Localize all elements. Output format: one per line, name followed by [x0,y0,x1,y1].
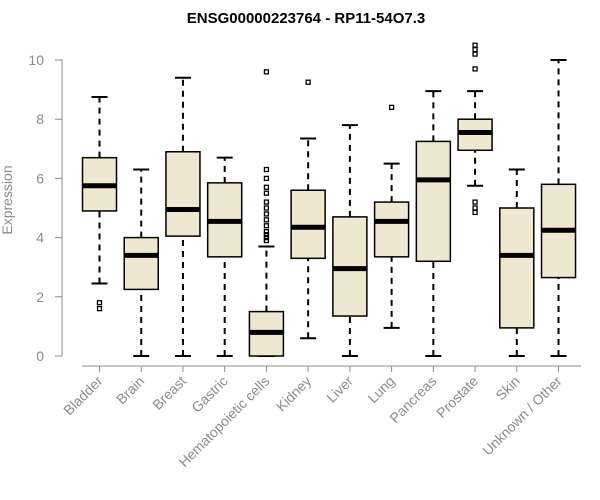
outlier-point [388,104,395,111]
box-iqr [499,207,535,329]
box-group [332,124,368,357]
chart-title: ENSG00000223764 - RP11-54O7.3 [187,10,426,27]
box-iqr [165,151,201,237]
y-tick-label: 6 [36,170,44,186]
box-group [81,96,118,312]
box-iqr [373,201,410,258]
y-tick-label: 4 [36,230,44,246]
outlier-point [263,229,270,235]
box-group [248,69,285,357]
x-tick-label: Brain [113,373,147,407]
outlier-point [472,205,478,211]
outlier-point [263,199,270,205]
outlier-point [472,209,478,216]
outlier-point [472,46,478,53]
outlier-point [305,79,311,85]
outlier-point [263,231,270,238]
box-series [81,42,577,357]
outlier-point [263,205,270,211]
x-tick-label: Breast [149,373,189,413]
box-group [415,90,452,357]
x-tick-label: Prostate [433,373,481,421]
y-tick-label: 10 [28,52,44,68]
x-tick-label: Lung [364,373,397,406]
x-tick-label: Unknown / Other [479,373,565,459]
y-tick-label: 0 [36,348,44,364]
outlier-point [96,300,103,306]
outlier-point [263,217,270,223]
outlier-point [472,66,478,72]
y-axis-label: Expression [0,165,15,234]
box-iqr [415,140,452,263]
outlier-point [263,69,270,75]
outlier-point [472,42,478,48]
outlier-point [263,234,270,241]
outlier-point [263,190,270,196]
outlier-point [472,51,478,57]
box-group [290,79,326,340]
y-axis-ticks: 0 2 4 6 8 10 [28,52,62,364]
box-group [373,104,410,329]
box-iqr [123,236,159,291]
outlier-point [263,223,270,229]
box-group [540,59,577,357]
x-tick-label: Bladder [60,373,106,419]
outlier-point [96,305,103,312]
y-tick-label: 8 [36,111,44,127]
x-tick-label: Liver [323,373,356,406]
box-group [457,42,493,216]
box-group [206,156,243,357]
box-iqr [290,189,326,260]
x-tick-label: Skin [492,373,523,404]
x-tick-label: Kidney [273,373,315,415]
box-group [123,168,159,357]
outlier-point [263,184,270,190]
outlier-point [472,199,478,205]
box-group [499,168,535,357]
box-group [165,76,201,357]
y-tick-label: 2 [36,289,44,305]
outlier-point [263,175,270,182]
outlier-point [263,166,270,173]
outlier-point [263,211,270,217]
outlier-point [263,237,270,244]
